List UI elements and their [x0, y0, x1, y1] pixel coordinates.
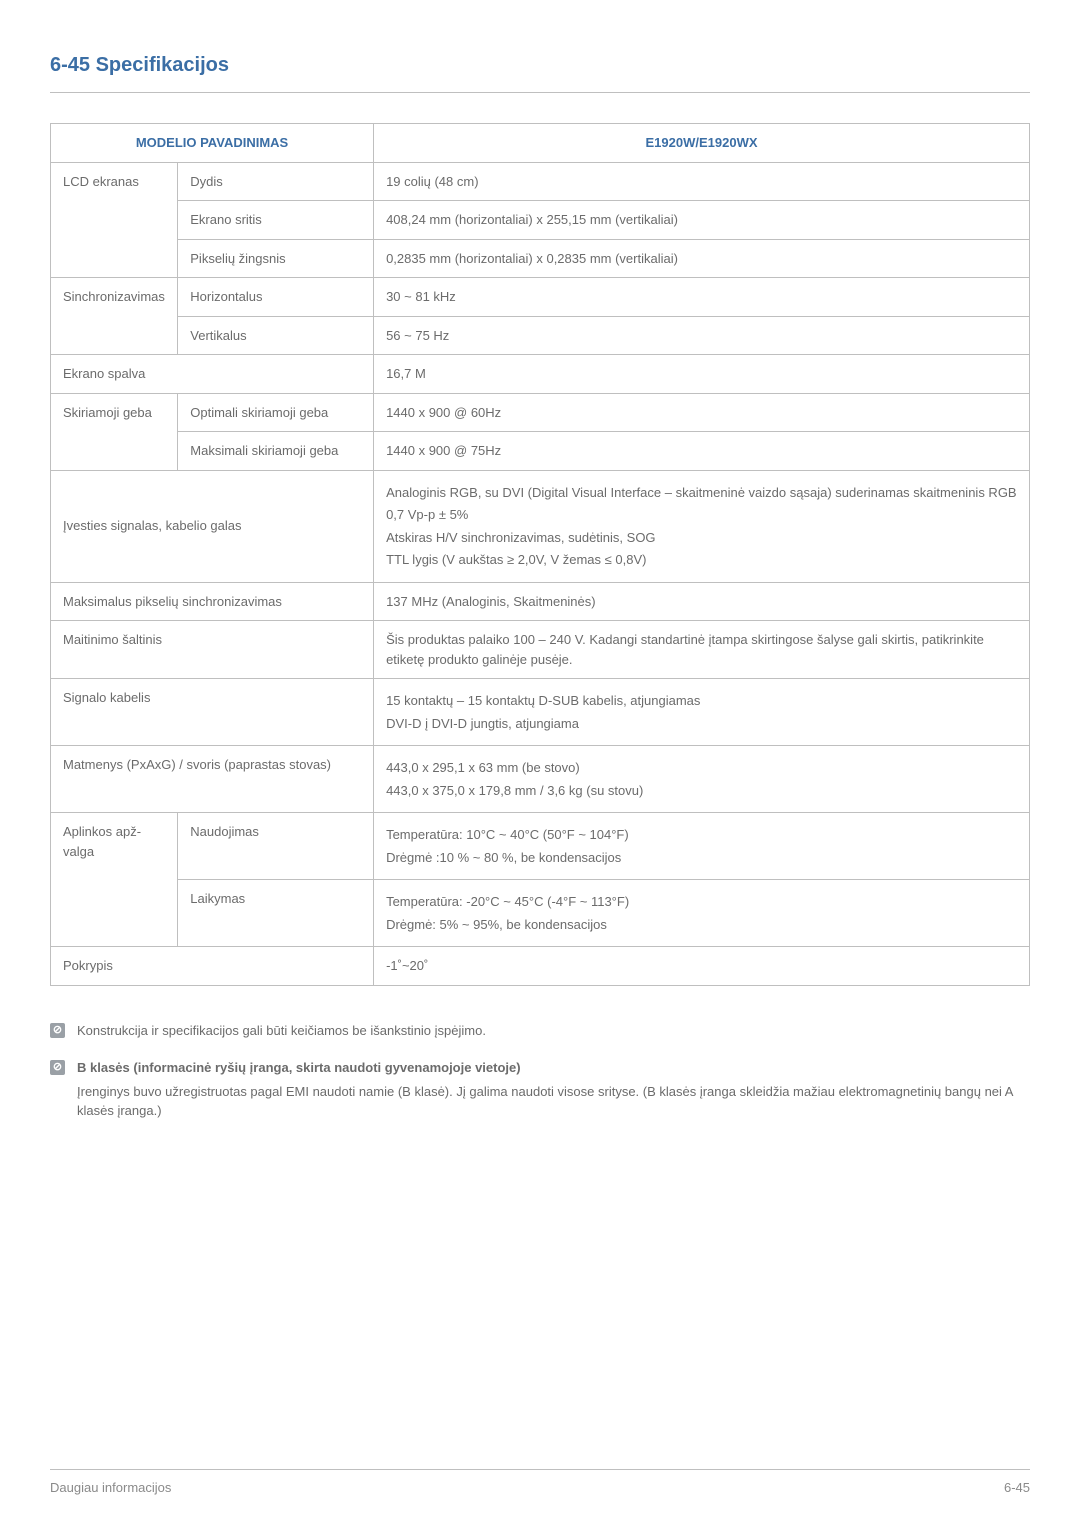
lcd-size-value: 19 colių (48 cm)	[374, 162, 1030, 201]
note-text: Įrenginys buvo užregistruotas pagal EMI …	[77, 1082, 1030, 1121]
input-label: Įvesties signalas, kabelio galas	[51, 470, 374, 582]
res-max-value: 1440 x 900 @ 75Hz	[374, 432, 1030, 471]
pixelclock-label: Maksimalus pikselių sinchronizavimas	[51, 582, 374, 621]
table-row: Maitinimo šaltinis Šis produktas palaiko…	[51, 621, 1030, 679]
footer-right: 6-45	[1004, 1478, 1030, 1498]
lcd-area-label: Ekrano sritis	[178, 201, 374, 240]
info-icon: ⊘	[50, 1023, 65, 1038]
pixelclock-value: 137 MHz (Analoginis, Skaitmeninės)	[374, 582, 1030, 621]
power-label: Maitinimo šaltinis	[51, 621, 374, 679]
input-line: 0,7 Vp-p ± 5%	[386, 505, 1017, 525]
page-footer: Daugiau informacijos 6-45	[50, 1469, 1030, 1498]
env-st-line: Drėgmė: 5% ~ 95%, be kondensacijos	[386, 915, 1017, 935]
header-model-value: E1920W/E1920WX	[374, 124, 1030, 163]
note-title: B klasės (informacinė ryšių įranga, skir…	[77, 1058, 1030, 1078]
note-body: B klasės (informacinė ryšių įranga, skir…	[77, 1058, 1030, 1121]
tilt-label: Pokrypis	[51, 947, 374, 986]
env-op-line: Drėgmė :10 % ~ 80 %, be kondensacijos	[386, 848, 1017, 868]
table-row: Ekrano spalva 16,7 M	[51, 355, 1030, 394]
table-row: Pikselių žingsnis 0,2835 mm (horizontali…	[51, 239, 1030, 278]
sync-label: Sinchroniza­vimas	[51, 278, 178, 355]
env-op-label: Naudojimas	[178, 813, 374, 880]
env-st-line: Temperatūra: -20°C ~ 45°C (-4°F ~ 113°F)	[386, 892, 1017, 912]
env-op-line: Temperatūra: 10°C ~ 40°C (50°F ~ 104°F)	[386, 825, 1017, 845]
table-row: Aplinkos apž­valga Naudojimas Temperatūr…	[51, 813, 1030, 880]
cable-line: 15 kontaktų – 15 kontaktų D-SUB kabelis,…	[386, 691, 1017, 711]
cable-line: DVI-D į DVI-D jungtis, atjungiama	[386, 714, 1017, 734]
res-opt-label: Optimali skiriamoji geba	[178, 393, 374, 432]
sync-v-value: 56 ~ 75 Hz	[374, 316, 1030, 355]
sync-h-label: Horizontalus	[178, 278, 374, 317]
env-st-value: Temperatūra: -20°C ~ 45°C (-4°F ~ 113°F)…	[374, 880, 1030, 947]
sync-v-label: Vertikalus	[178, 316, 374, 355]
cable-label: Signalo kabelis	[51, 679, 374, 746]
table-row: Pokrypis -1˚~20˚	[51, 947, 1030, 986]
cable-value: 15 kontaktų – 15 kontaktų D-SUB kabelis,…	[374, 679, 1030, 746]
table-row: Signalo kabelis 15 kontaktų – 15 kontakt…	[51, 679, 1030, 746]
sync-h-value: 30 ~ 81 kHz	[374, 278, 1030, 317]
env-op-value: Temperatūra: 10°C ~ 40°C (50°F ~ 104°F) …	[374, 813, 1030, 880]
note-body: Konstrukcija ir specifikacijos gali būti…	[77, 1021, 486, 1041]
lcd-area-value: 408,24 mm (horizontaliai) x 255,15 mm (v…	[374, 201, 1030, 240]
table-row: Laikymas Temperatūra: -20°C ~ 45°C (-4°F…	[51, 880, 1030, 947]
table-row: Ekrano sritis 408,24 mm (horizontaliai) …	[51, 201, 1030, 240]
lcd-pitch-label: Pikselių žingsnis	[178, 239, 374, 278]
env-st-label: Laikymas	[178, 880, 374, 947]
input-value: Analoginis RGB, su DVI (Digital Visual I…	[374, 470, 1030, 582]
res-opt-value: 1440 x 900 @ 60Hz	[374, 393, 1030, 432]
input-line: Analoginis RGB, su DVI (Digital Visual I…	[386, 483, 1017, 503]
header-model-name: MODELIO PAVADINIMAS	[51, 124, 374, 163]
dim-line: 443,0 x 375,0 x 179,8 mm / 3,6 kg (su st…	[386, 781, 1017, 801]
table-row: LCD ekranas Dydis 19 colių (48 cm)	[51, 162, 1030, 201]
note-block: ⊘ Konstrukcija ir specifikacijos gali bū…	[50, 1021, 1030, 1041]
table-row: Skiriamoji geba Optimali skiriamoji geba…	[51, 393, 1030, 432]
res-label: Skiriamoji geba	[51, 393, 178, 470]
dim-line: 443,0 x 295,1 x 63 mm (be stovo)	[386, 758, 1017, 778]
table-row: Įvesties signalas, kabelio galas Analogi…	[51, 470, 1030, 582]
spec-table: MODELIO PAVADINIMAS E1920W/E1920WX LCD e…	[50, 123, 1030, 986]
info-icon: ⊘	[50, 1060, 65, 1075]
note-block: ⊘ B klasės (informacinė ryšių įranga, sk…	[50, 1058, 1030, 1121]
input-line: Atskiras H/V sinchronizavimas, sudėtinis…	[386, 528, 1017, 548]
input-line: TTL lygis (V aukštas ≥ 2,0V, V žemas ≤ 0…	[386, 550, 1017, 570]
table-row: Maksimali skiriamoji geba 1440 x 900 @ 7…	[51, 432, 1030, 471]
footer-left: Daugiau informacijos	[50, 1478, 171, 1498]
color-value: 16,7 M	[374, 355, 1030, 394]
lcd-pitch-value: 0,2835 mm (horizontaliai) x 0,2835 mm (v…	[374, 239, 1030, 278]
lcd-label: LCD ekranas	[51, 162, 178, 278]
dim-label: Matmenys (PxAxG) / svoris (paprastas sto…	[51, 746, 374, 813]
table-row: Maksimalus pikselių sinchronizavimas 137…	[51, 582, 1030, 621]
note-text: Konstrukcija ir specifikacijos gali būti…	[77, 1021, 486, 1041]
tilt-value: -1˚~20˚	[374, 947, 1030, 986]
dim-value: 443,0 x 295,1 x 63 mm (be stovo) 443,0 x…	[374, 746, 1030, 813]
section-title: 6-45 Specifikacijos	[50, 50, 1030, 93]
color-label: Ekrano spalva	[51, 355, 374, 394]
env-label: Aplinkos apž­valga	[51, 813, 178, 947]
lcd-size-label: Dydis	[178, 162, 374, 201]
table-row: Sinchroniza­vimas Horizontalus 30 ~ 81 k…	[51, 278, 1030, 317]
power-value: Šis produktas palaiko 100 – 240 V. Kadan…	[374, 621, 1030, 679]
table-row: Matmenys (PxAxG) / svoris (paprastas sto…	[51, 746, 1030, 813]
table-row: Vertikalus 56 ~ 75 Hz	[51, 316, 1030, 355]
res-max-label: Maksimali skiriamoji geba	[178, 432, 374, 471]
table-header-row: MODELIO PAVADINIMAS E1920W/E1920WX	[51, 124, 1030, 163]
